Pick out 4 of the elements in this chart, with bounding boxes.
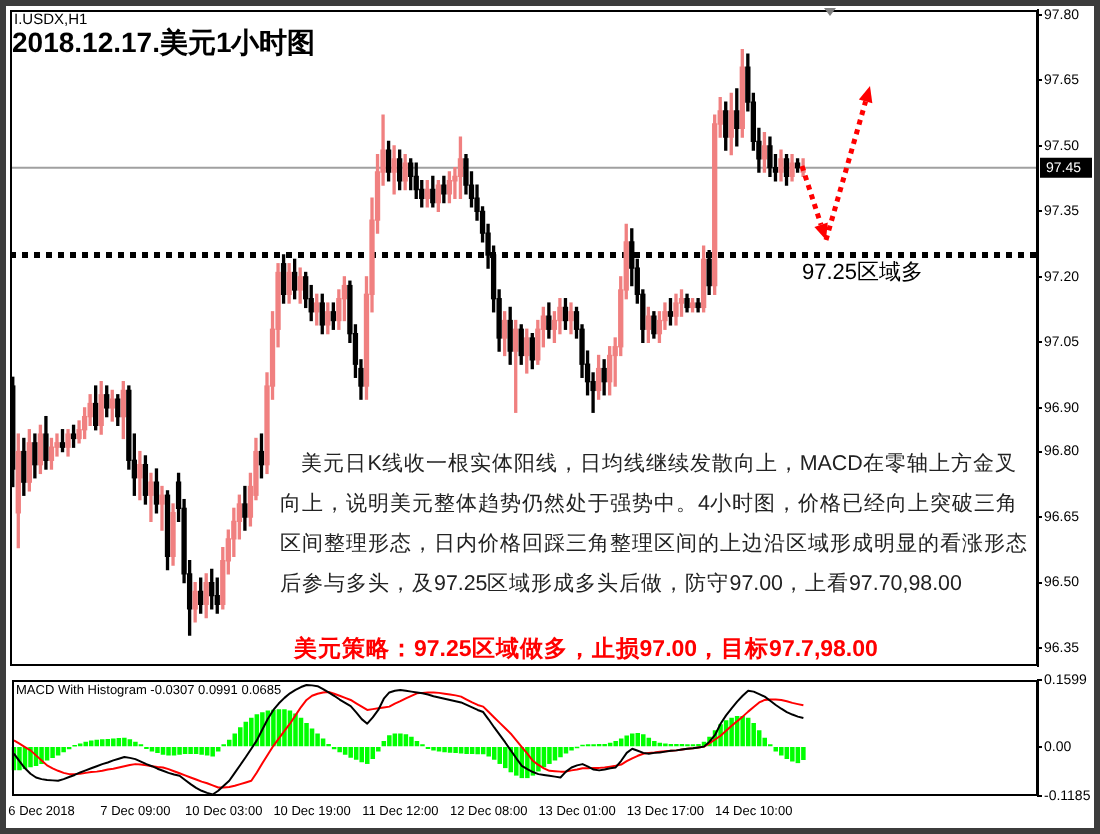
annotation: 美元策略：97.25区域做多，止损97.00，目标97.7,98.00: [294, 638, 878, 663]
text: 2018.12.17.美元1小时图: [12, 26, 316, 58]
annotation: 美元日K线收一根实体阳线，日均线继续发散向上，MACD在零轴上方金叉向上，说明美元整体趋势仍然处于强势中。4小时图，价格已经向上突破三角区间整理形态，日内价格回踩三角整理区间的上边沿区域形成明显的看涨形态后参与多头，及97.25区域形成多头后做，防守97.00，上看97.70,98.00: [280, 450, 1030, 600]
ref-line-label: 97.25区域多: [802, 259, 924, 286]
